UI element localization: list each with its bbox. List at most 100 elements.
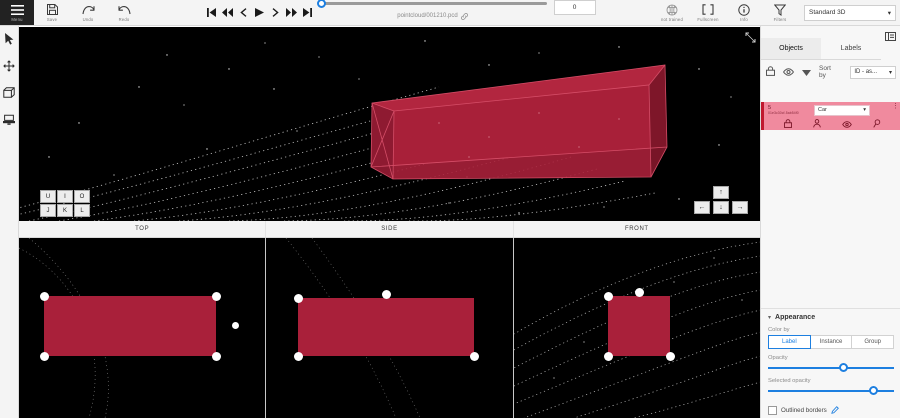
stamp-paste-tool[interactable] — [2, 112, 17, 127]
selected-opacity-slider[interactable] — [768, 386, 894, 396]
hide-all-icon[interactable] — [783, 63, 794, 81]
toolbar-spacer-right — [596, 0, 655, 25]
last-frame-button[interactable] — [301, 5, 314, 21]
key-o[interactable]: O — [74, 190, 90, 203]
play-button[interactable] — [253, 5, 266, 21]
collapse-all-icon[interactable] — [802, 63, 811, 81]
front-handle-tc[interactable] — [634, 288, 644, 297]
object-hide-icon[interactable] — [842, 115, 852, 133]
appearance-header[interactable]: ▾ Appearance — [768, 314, 894, 321]
opacity-knob[interactable] — [838, 363, 848, 372]
object-list-item[interactable]: 5 01e3c30cf-5ab54f0 Car ▾ ⋮ — [761, 102, 900, 130]
appearance-title: Appearance — [775, 314, 816, 321]
side-handle-tc[interactable] — [382, 290, 392, 299]
timeline-track[interactable] — [316, 0, 547, 8]
viewport-label-strip: TOP SIDE FRONT — [19, 221, 760, 238]
top-viewport[interactable] — [19, 238, 266, 418]
outlined-borders-label: Outlined borders — [781, 406, 827, 414]
camera-dpad: ↑ ← ↓ → — [694, 186, 750, 217]
top-handle-tr[interactable] — [212, 292, 221, 301]
key-l[interactable]: L — [74, 204, 90, 217]
move-tool[interactable] — [2, 58, 17, 73]
fullscreen-button[interactable]: Fullscreen — [690, 0, 726, 25]
object-row-actions — [764, 118, 900, 130]
object-uuid: 01e3c30cf-5ab54f0 — [768, 111, 799, 115]
dpad-up-button[interactable]: ↑ — [713, 186, 729, 199]
key-i[interactable]: I — [57, 190, 73, 203]
select-cursor-tool[interactable] — [2, 31, 17, 46]
front-handle-bl[interactable] — [603, 352, 613, 361]
sort-by-label: Sort by — [819, 65, 831, 79]
info-button[interactable]: Info — [726, 0, 762, 25]
selected-opacity-knob[interactable] — [868, 386, 878, 395]
top-handle-bl[interactable] — [40, 352, 49, 361]
link-icon[interactable] — [460, 7, 468, 25]
menu-button[interactable]: Menu — [0, 0, 34, 25]
side-handle-tl[interactable] — [294, 294, 304, 303]
top-view-label: TOP — [135, 226, 150, 232]
main-3d-viewport[interactable]: U I O J K L ↑ ← ↓ → — [19, 27, 760, 221]
color-by-group-option[interactable]: Group — [851, 335, 895, 349]
front-view-box[interactable] — [607, 296, 670, 356]
object-person-icon[interactable] — [813, 115, 821, 133]
save-button[interactable]: Save — [34, 0, 70, 25]
view-mode-value: Standard 3D — [809, 9, 846, 16]
panel-layout-icon[interactable] — [884, 28, 896, 46]
frame-number-input[interactable] — [553, 0, 596, 15]
top-handle-rotate[interactable] — [232, 322, 239, 329]
view-mode-select[interactable]: Standard 3D ▾ — [804, 4, 896, 21]
front-handle-tl[interactable] — [603, 292, 613, 301]
side-view-box[interactable] — [298, 298, 475, 356]
first-frame-button[interactable] — [205, 5, 218, 21]
cuboid-tool[interactable] — [2, 85, 17, 100]
chevron-down-icon: ▾ — [888, 69, 892, 76]
filename-label: pointcloud/001210.pcd — [397, 12, 458, 19]
top-handle-br[interactable] — [212, 352, 221, 361]
object-lock-icon[interactable] — [784, 115, 793, 133]
redo-button[interactable]: Redo — [106, 0, 142, 25]
rewind-button[interactable] — [221, 5, 234, 21]
previous-frame-button[interactable] — [237, 5, 250, 21]
key-k[interactable]: K — [57, 204, 73, 217]
forward-button[interactable] — [285, 5, 298, 21]
top-view-box[interactable] — [44, 296, 216, 356]
tab-objects[interactable]: Objects — [761, 38, 821, 59]
filters-button[interactable]: Filters — [762, 0, 798, 25]
front-view-label: FRONT — [512, 221, 760, 237]
next-frame-button[interactable] — [269, 5, 282, 21]
side-handle-bl[interactable] — [294, 352, 304, 361]
object-label-select[interactable]: Car ▾ — [814, 104, 870, 116]
lock-all-icon[interactable] — [766, 63, 775, 81]
key-j[interactable]: J — [40, 204, 56, 217]
dpad-left-button[interactable]: ← — [694, 201, 710, 214]
training-status-button[interactable]: not trained — [654, 0, 690, 25]
dpad-down-button[interactable]: ↓ — [713, 201, 729, 214]
not-trained-label: not trained — [661, 17, 683, 22]
chevron-down-icon: ▾ — [887, 9, 891, 17]
expand-viewport-icon[interactable] — [745, 30, 756, 48]
timeline-knob[interactable] — [316, 0, 326, 8]
hamburger-icon — [10, 3, 24, 16]
chevron-down-icon: ▾ — [863, 107, 866, 113]
dpad-right-button[interactable]: → — [732, 201, 748, 214]
edit-pen-icon[interactable] — [831, 401, 839, 418]
panel-tabs: Objects Labels — [761, 38, 881, 60]
tab-labels[interactable]: Labels — [840, 45, 862, 52]
object-row-header: 5 01e3c30cf-5ab54f0 Car ▾ ⋮ — [764, 102, 900, 118]
object-menu-icon[interactable]: ⋮ — [892, 103, 899, 110]
color-by-instance-option[interactable]: Instance — [809, 335, 853, 349]
side-handle-br[interactable] — [470, 352, 480, 361]
side-viewport[interactable] — [266, 238, 513, 418]
undo-button[interactable]: Undo — [70, 0, 106, 25]
front-viewport[interactable] — [513, 238, 760, 418]
top-handle-tl[interactable] — [40, 292, 49, 301]
toolbar-right-group: not trained Fullscreen Info — [654, 0, 900, 25]
outlined-borders-checkbox[interactable] — [768, 405, 777, 415]
color-by-label-option[interactable]: Label — [768, 335, 811, 349]
sort-by-select[interactable]: ID - as... ▾ — [850, 65, 896, 79]
undo-icon — [81, 3, 95, 16]
object-pin-icon[interactable] — [872, 115, 881, 133]
opacity-slider[interactable] — [768, 363, 894, 373]
front-handle-br[interactable] — [665, 352, 675, 361]
key-u[interactable]: U — [40, 190, 56, 203]
